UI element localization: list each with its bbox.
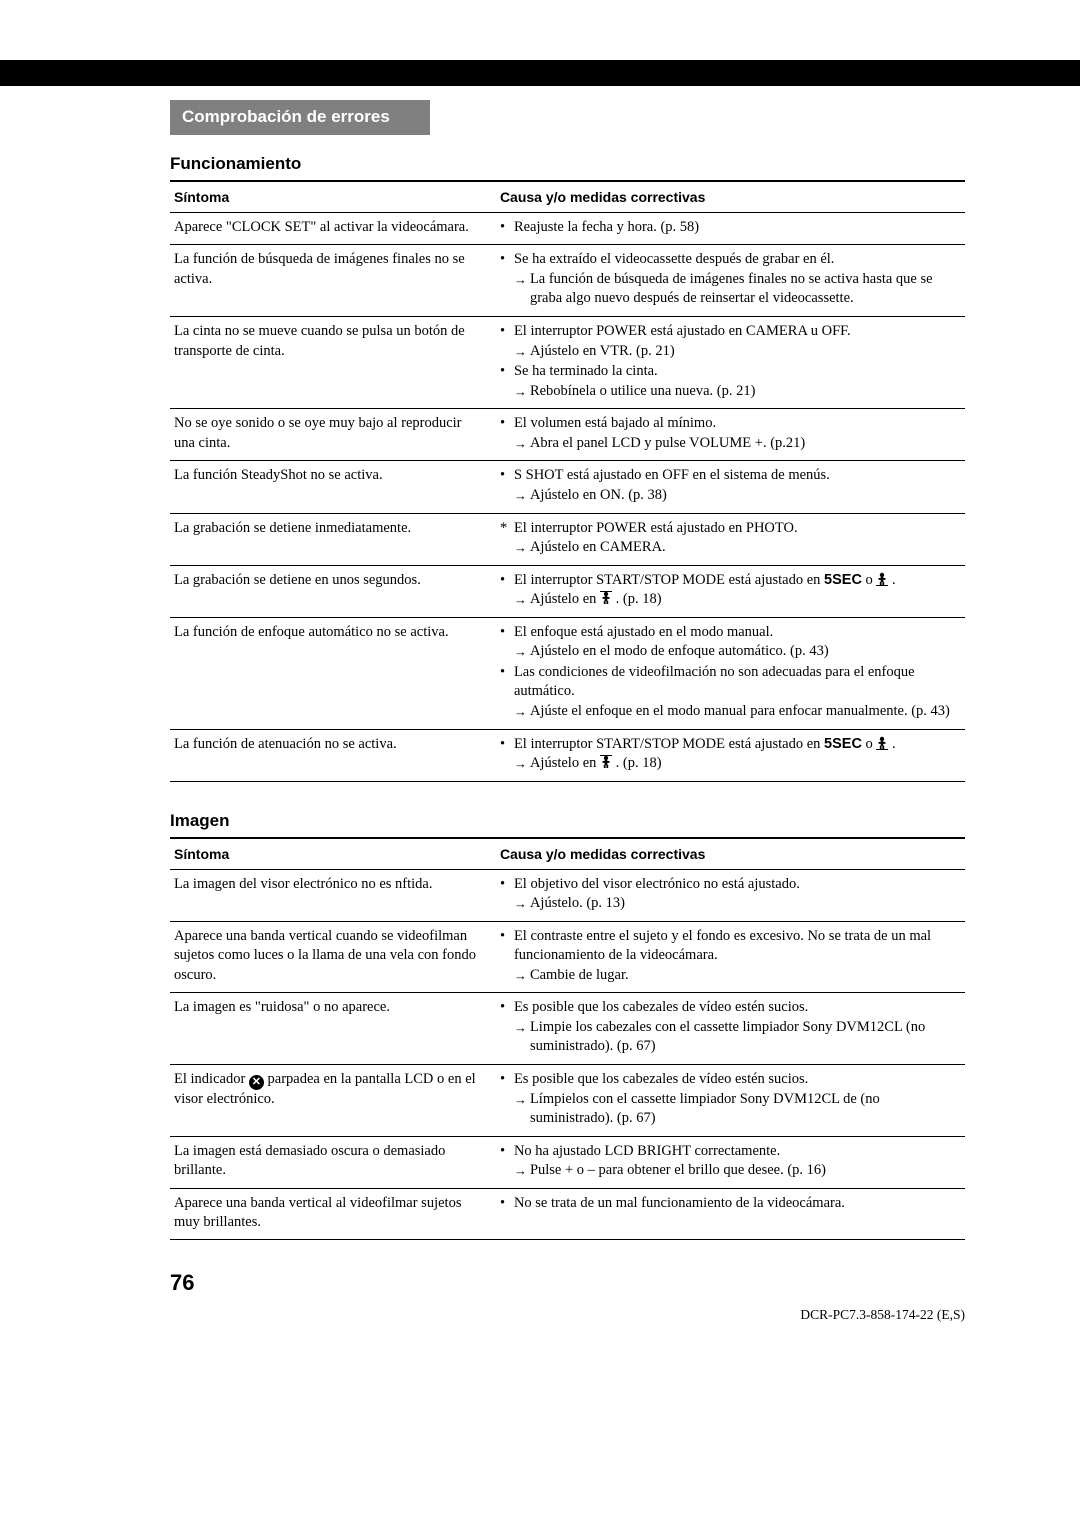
table-row: Aparece una banda vertical cuando se vid…: [170, 921, 965, 993]
symptom-cell: La función de búsqueda de imágenes final…: [170, 245, 496, 317]
symptom-cell: La función de atenuación no se activa.: [170, 729, 496, 781]
section1-table: Síntoma Causa y/o medidas correctivas Ap…: [170, 180, 965, 782]
footer-code: DCR-PC7.3-858-174-22 (E,S): [170, 1306, 965, 1324]
arrow-action: Ajústelo en ON. (p. 38): [514, 486, 961, 506]
section2-title: Imagen: [170, 810, 965, 833]
cause-item: El interruptor POWER está ajustado en CA…: [500, 322, 961, 361]
cause-cell: No ha ajustado LCD BRIGHT correctamente.…: [496, 1136, 965, 1188]
table-row: La función SteadyShot no se activa.S SHO…: [170, 461, 965, 513]
table-row: Aparece "CLOCK SET" al activar la videoc…: [170, 212, 965, 245]
cause-cell: El interruptor START/STOP MODE está ajus…: [496, 565, 965, 617]
cause-item: No ha ajustado LCD BRIGHT correctamente.…: [500, 1142, 961, 1181]
symptom-cell: Aparece una banda vertical al videofilma…: [170, 1188, 496, 1239]
table-row: La grabación se detiene en unos segundos…: [170, 565, 965, 617]
symptom-cell: La grabación se detiene inmediatamente.: [170, 513, 496, 565]
arrow-action: Ajústelo en . (p. 18): [514, 590, 961, 610]
header-title-bar: Comprobación de errores: [170, 100, 430, 135]
cause-cell: Es posible que los cabezales de vídeo es…: [496, 1065, 965, 1137]
cause-item: El volumen está bajado al mínimo.Abra el…: [500, 414, 961, 453]
cause-item: Se ha terminado la cinta.Rebobínela o ut…: [500, 362, 961, 401]
top-black-bar: [0, 60, 1080, 86]
table-row: La función de búsqueda de imágenes final…: [170, 245, 965, 317]
arrow-action: La función de búsqueda de imágenes final…: [514, 270, 961, 309]
section2-col1: Síntoma: [170, 838, 496, 869]
table-row: La grabación se detiene inmediatamente.E…: [170, 513, 965, 565]
arrow-action: Abra el panel LCD y pulse VOLUME +. (p.2…: [514, 434, 961, 454]
symptom-cell: La imagen es "ruidosa" o no aparece.: [170, 993, 496, 1065]
section2-col2: Causa y/o medidas correctivas: [496, 838, 965, 869]
table-row: La función de atenuación no se activa.El…: [170, 729, 965, 781]
cause-cell: No se trata de un mal funcionamiento de …: [496, 1188, 965, 1239]
arrow-action: Ajústelo en el modo de enfoque automátic…: [514, 642, 961, 662]
cause-item: No se trata de un mal funcionamiento de …: [500, 1194, 961, 1214]
cause-cell: El contraste entre el sujeto y el fondo …: [496, 921, 965, 993]
symptom-cell: La función de enfoque automático no se a…: [170, 617, 496, 729]
table-row: La cinta no se mueve cuando se pulsa un …: [170, 317, 965, 409]
page-number: 76: [170, 1268, 965, 1298]
arrow-action: Ajústelo en VTR. (p. 21): [514, 342, 961, 362]
section2-table: Síntoma Causa y/o medidas correctivas La…: [170, 837, 965, 1240]
arrow-action: Ajústelo. (p. 13): [514, 894, 961, 914]
cause-cell: El volumen está bajado al mínimo.Abra el…: [496, 409, 965, 461]
cause-item: Es posible que los cabezales de vídeo es…: [500, 1070, 961, 1129]
cause-cell: El objetivo del visor electrónico no est…: [496, 869, 965, 921]
cause-item: Se ha extraído el videocassette después …: [500, 250, 961, 309]
section1-col2: Causa y/o medidas correctivas: [496, 181, 965, 212]
cause-item: El interruptor POWER está ajustado en PH…: [500, 519, 961, 558]
header-title: Comprobación de errores: [182, 107, 390, 126]
arrow-action: Límpielos con el cassette limpiador Sony…: [514, 1090, 961, 1129]
symptom-cell: La función SteadyShot no se activa.: [170, 461, 496, 513]
symptom-cell: La imagen del visor electrónico no es nf…: [170, 869, 496, 921]
symptom-cell: La cinta no se mueve cuando se pulsa un …: [170, 317, 496, 409]
cause-cell: El interruptor POWER está ajustado en CA…: [496, 317, 965, 409]
cause-cell: El interruptor START/STOP MODE está ajus…: [496, 729, 965, 781]
section1-col1: Síntoma: [170, 181, 496, 212]
table-row: No se oye sonido o se oye muy bajo al re…: [170, 409, 965, 461]
section1-title: Funcionamiento: [170, 153, 965, 176]
arrow-action: Cambie de lugar.: [514, 966, 961, 986]
cause-item: El enfoque está ajustado en el modo manu…: [500, 623, 961, 662]
cause-cell: El enfoque está ajustado en el modo manu…: [496, 617, 965, 729]
cause-item: Las condiciones de videofilmación no son…: [500, 663, 961, 722]
arrow-action: Rebobínela o utilice una nueva. (p. 21): [514, 382, 961, 402]
arrow-action: Ajústelo en . (p. 18): [514, 754, 961, 774]
symptom-cell: La grabación se detiene en unos segundos…: [170, 565, 496, 617]
arrow-action: Ajúste el enfoque en el modo manual para…: [514, 702, 961, 722]
cause-item: S SHOT está ajustado en OFF en el sistem…: [500, 466, 961, 505]
table-row: La imagen está demasiado oscura o demasi…: [170, 1136, 965, 1188]
symptom-cell: Aparece una banda vertical cuando se vid…: [170, 921, 496, 993]
table-row: La imagen es "ruidosa" o no aparece.Es p…: [170, 993, 965, 1065]
symptom-cell: Aparece "CLOCK SET" al activar la videoc…: [170, 212, 496, 245]
table-row: La función de enfoque automático no se a…: [170, 617, 965, 729]
symptom-cell: No se oye sonido o se oye muy bajo al re…: [170, 409, 496, 461]
arrow-action: Pulse + o – para obtener el brillo que d…: [514, 1161, 961, 1181]
arrow-action: Ajústelo en CAMERA.: [514, 538, 961, 558]
symptom-cell: La imagen está demasiado oscura o demasi…: [170, 1136, 496, 1188]
cause-cell: S SHOT está ajustado en OFF en el sistem…: [496, 461, 965, 513]
symptom-cell: El indicador ✕ parpadea en la pantalla L…: [170, 1065, 496, 1137]
table-row: Aparece una banda vertical al videofilma…: [170, 1188, 965, 1239]
table-row: La imagen del visor electrónico no es nf…: [170, 869, 965, 921]
cause-item: Reajuste la fecha y hora. (p. 58): [500, 218, 961, 238]
cause-cell: El interruptor POWER está ajustado en PH…: [496, 513, 965, 565]
cause-item: El interruptor START/STOP MODE está ajus…: [500, 571, 961, 610]
cause-item: El interruptor START/STOP MODE está ajus…: [500, 735, 961, 774]
table-row: El indicador ✕ parpadea en la pantalla L…: [170, 1065, 965, 1137]
cause-item: El objetivo del visor electrónico no est…: [500, 875, 961, 914]
cause-cell: Se ha extraído el videocassette después …: [496, 245, 965, 317]
cause-item: El contraste entre el sujeto y el fondo …: [500, 927, 961, 986]
cause-cell: Reajuste la fecha y hora. (p. 58): [496, 212, 965, 245]
cause-item: Es posible que los cabezales de vídeo es…: [500, 998, 961, 1057]
cause-cell: Es posible que los cabezales de vídeo es…: [496, 993, 965, 1065]
arrow-action: Limpie los cabezales con el cassette lim…: [514, 1018, 961, 1057]
